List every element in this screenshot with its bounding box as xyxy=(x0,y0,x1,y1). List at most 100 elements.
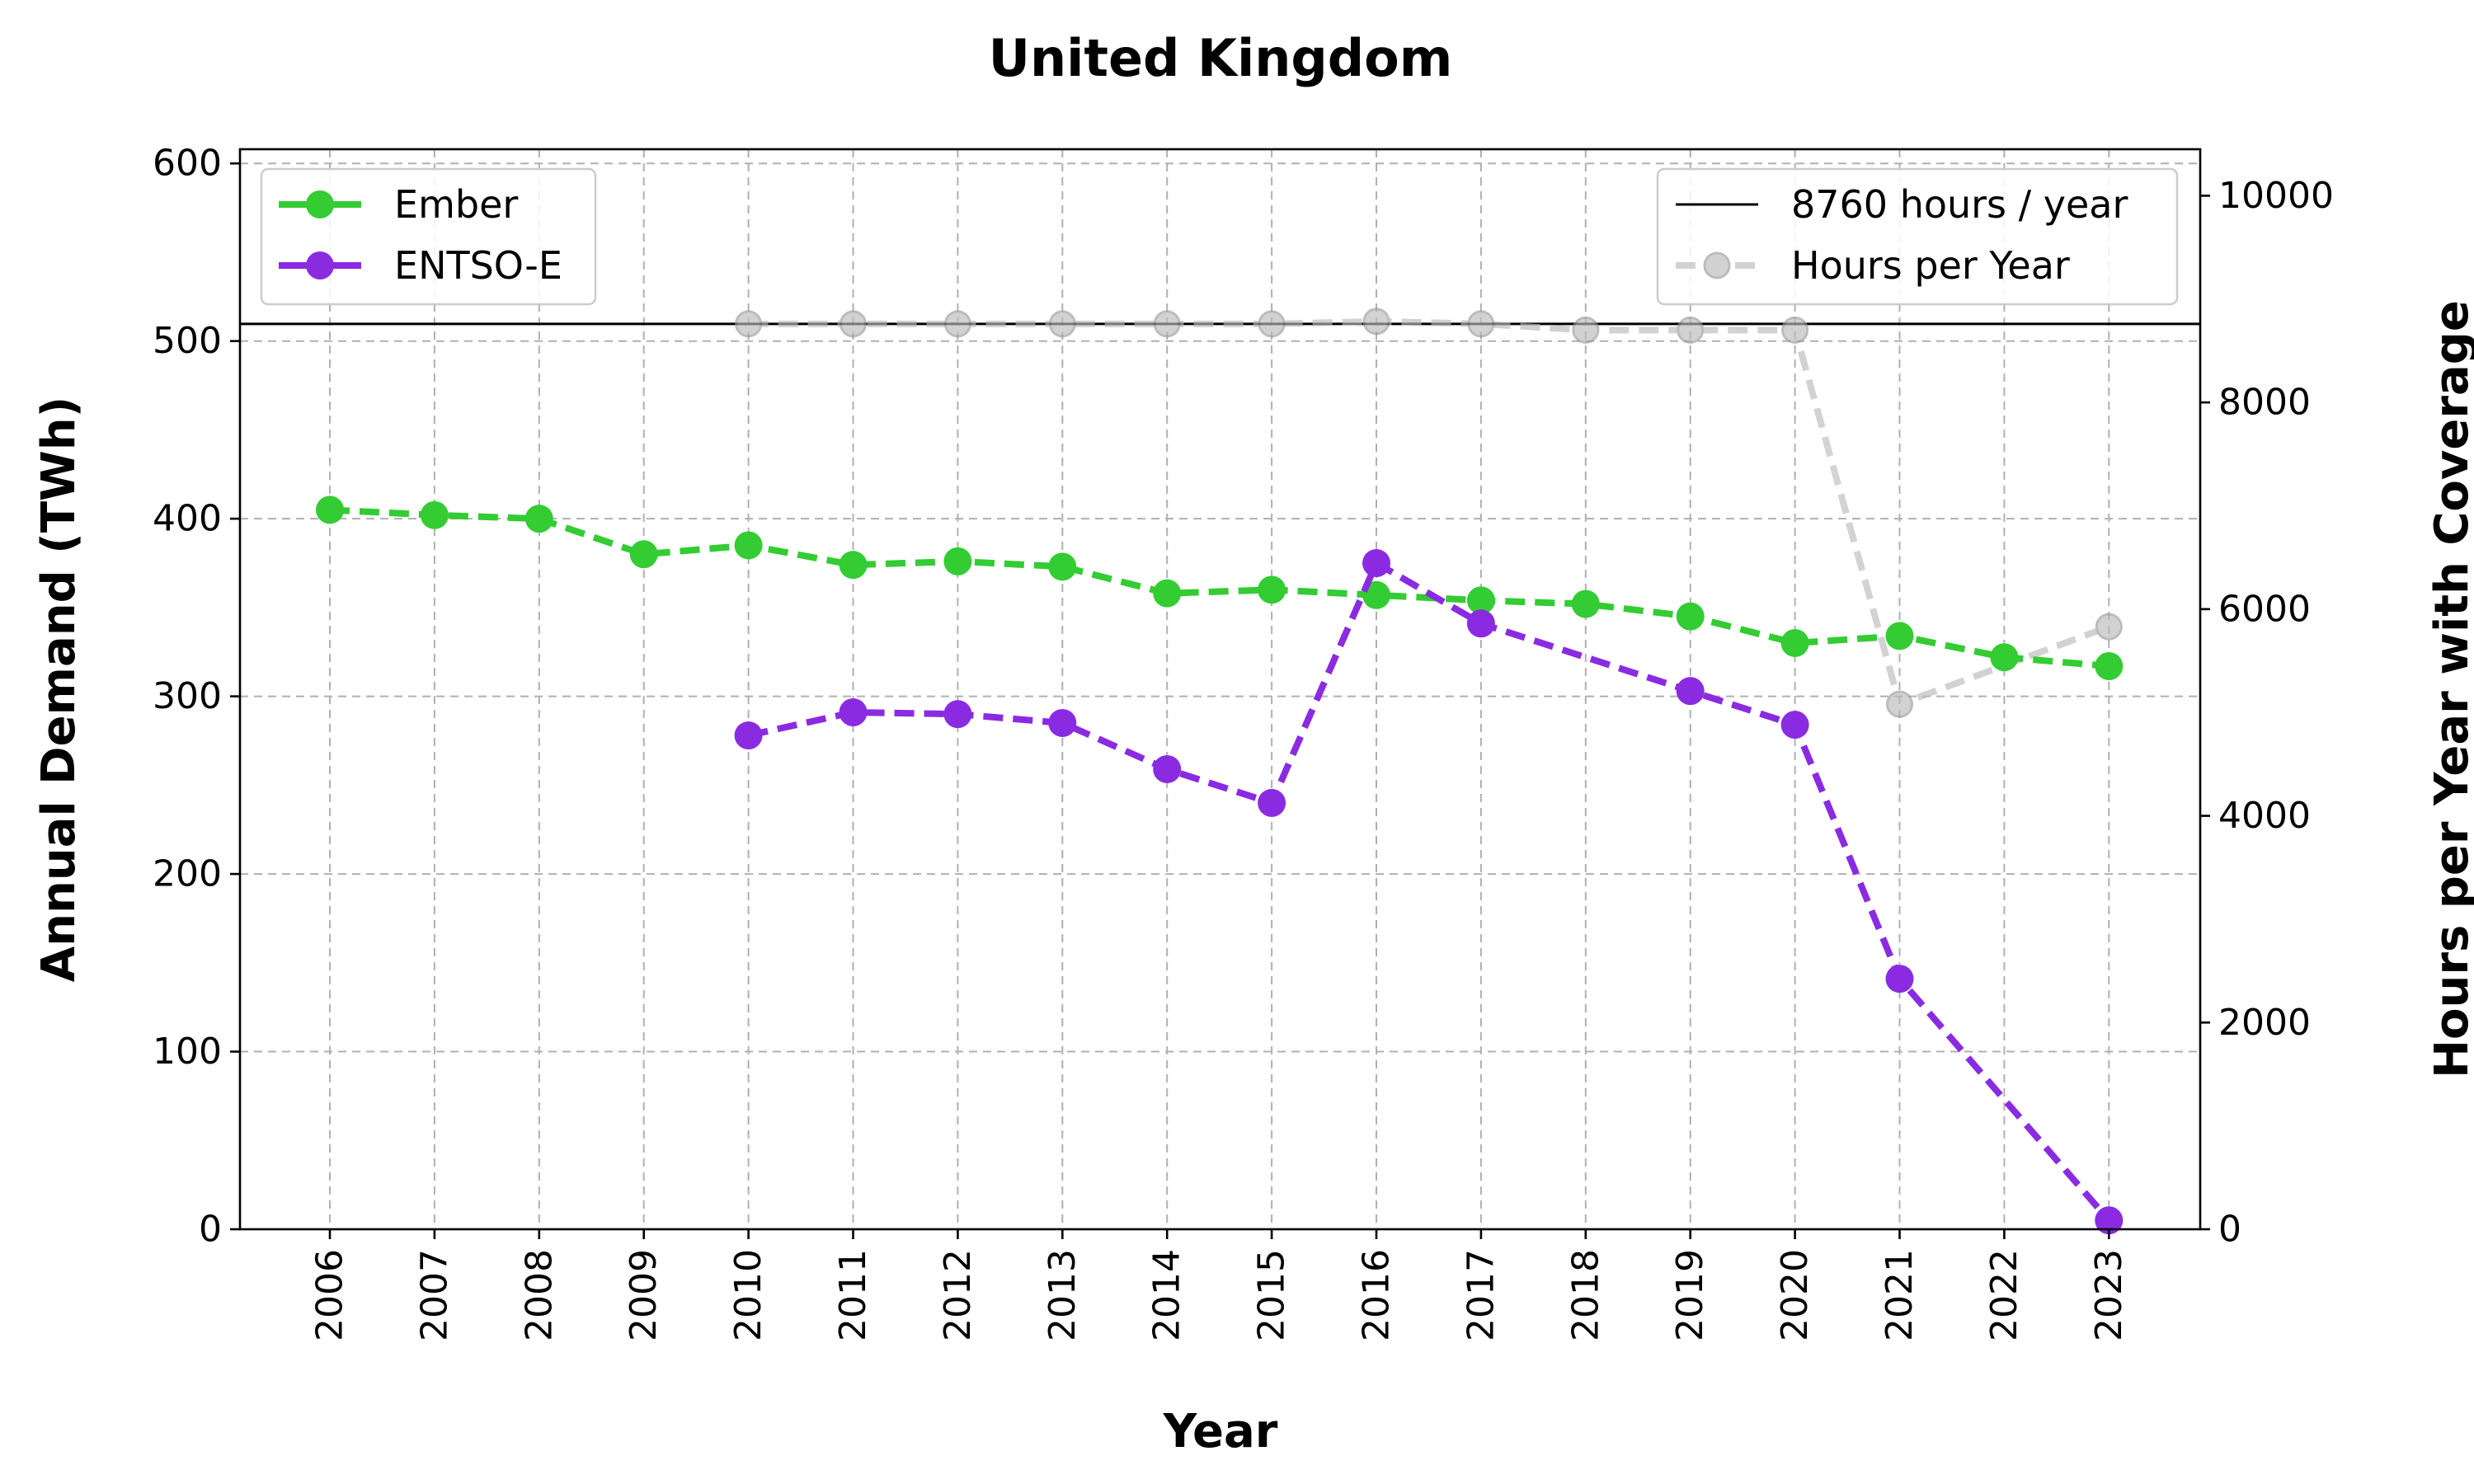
plot-frame xyxy=(238,148,2202,1231)
data-point xyxy=(1780,628,1809,657)
x-tick-label: 2017 xyxy=(1460,1249,1502,1341)
y2-tick-label: 6000 xyxy=(2218,588,2311,630)
y-axis-right: 0 2000 4000 6000 8000 10000 xyxy=(2200,175,2334,1251)
x-tick-label: 2018 xyxy=(1564,1249,1606,1341)
legend-label: Hours per Year xyxy=(1791,243,2070,288)
legend-symbol xyxy=(1676,251,1758,279)
legend-entry: Ember xyxy=(279,182,518,227)
data-point xyxy=(1258,788,1286,817)
data-point xyxy=(1362,549,1390,578)
y-tick-label: 300 xyxy=(153,675,222,717)
data-point xyxy=(1362,580,1390,609)
data-point xyxy=(1258,575,1286,604)
y-axis-left: 0 100 200 300 400 500 600 xyxy=(153,143,240,1251)
legend-left: Ember ENTSO-E xyxy=(260,167,597,306)
data-point xyxy=(1572,316,1600,344)
x-tick-label: 2009 xyxy=(623,1249,665,1341)
chart-title: United Kingdom xyxy=(989,28,1453,88)
legend-label: Ember xyxy=(394,182,518,227)
data-point xyxy=(1466,586,1495,615)
y-tick-label: 100 xyxy=(153,1031,222,1073)
legend-frame xyxy=(1656,167,2179,306)
series-layer xyxy=(316,308,2124,1235)
x-tick-label: 2016 xyxy=(1356,1249,1398,1341)
series-hours-per-year xyxy=(735,308,2123,718)
y-tick-label: 500 xyxy=(153,320,222,362)
data-point xyxy=(1885,622,1914,650)
data-point xyxy=(1886,690,1913,718)
series-line xyxy=(747,560,2112,1223)
legend-entry: ENTSO-E xyxy=(279,243,562,288)
x-tick-label: 2010 xyxy=(727,1249,769,1341)
x-tick-label: 2011 xyxy=(832,1249,874,1341)
x-tick-label: 2022 xyxy=(1983,1249,2025,1341)
legend-entry: Hours per Year xyxy=(1676,243,2070,288)
data-point xyxy=(1676,677,1705,706)
legend-label: ENTSO-E xyxy=(394,243,562,288)
y2-tick-label: 10000 xyxy=(2218,175,2334,217)
data-point xyxy=(1780,711,1809,740)
data-point xyxy=(1048,310,1076,338)
data-point xyxy=(2095,651,2124,680)
data-point xyxy=(943,310,971,338)
x-tick-label: 2015 xyxy=(1251,1249,1293,1341)
y2-axis-label: Hours per Year with Coverage xyxy=(2425,300,2474,1078)
legend-right: 8760 hours / year Hours per Year xyxy=(1656,167,2179,306)
x-tick-label: 2007 xyxy=(413,1249,455,1341)
x-axis-label: Year xyxy=(1163,1405,1278,1458)
data-point xyxy=(1990,643,2019,672)
x-tick-label: 2012 xyxy=(937,1249,979,1341)
series-ember xyxy=(316,495,2124,680)
legend-marker xyxy=(1703,251,1731,279)
data-point xyxy=(734,721,763,750)
y-tick-label: 600 xyxy=(153,143,222,185)
x-tick-label: 2006 xyxy=(309,1249,351,1341)
series-line xyxy=(329,506,2109,669)
data-point xyxy=(839,698,868,727)
y-tick-label: 0 xyxy=(199,1209,222,1251)
data-point xyxy=(839,551,868,580)
data-point xyxy=(1571,589,1600,618)
data-point xyxy=(1781,316,1809,344)
grid xyxy=(240,149,2200,1230)
x-tick-label: 2008 xyxy=(518,1249,560,1341)
data-point xyxy=(1467,310,1495,338)
data-point xyxy=(1466,609,1495,638)
data-point xyxy=(1153,754,1182,783)
x-tick-label: 2020 xyxy=(1774,1249,1816,1341)
data-point xyxy=(840,310,867,338)
data-point xyxy=(1885,965,1914,993)
x-tick-label: 2019 xyxy=(1669,1249,1711,1341)
legend-marker xyxy=(306,251,334,279)
x-tick-label: 2021 xyxy=(1879,1249,1921,1341)
y-axis-label: Annual Demand (TWh) xyxy=(32,397,86,983)
legend-label: 8760 hours / year xyxy=(1791,182,2128,227)
data-point xyxy=(2095,1206,2124,1235)
series-entso-e xyxy=(734,549,2124,1235)
y-tick-label: 200 xyxy=(153,853,222,895)
y2-tick-label: 4000 xyxy=(2218,795,2311,837)
data-point xyxy=(316,495,344,524)
data-point xyxy=(1153,579,1182,608)
data-point xyxy=(524,505,553,533)
data-point xyxy=(1258,310,1286,338)
data-point xyxy=(1048,552,1077,581)
legend-entry: 8760 hours / year xyxy=(1676,182,2128,227)
data-point xyxy=(734,531,763,560)
y2-tick-label: 0 xyxy=(2218,1209,2241,1251)
x-axis: 2006 2007 2008 2009 2010 2011 2012 2013 2014 2015… xyxy=(309,1229,2130,1341)
data-point xyxy=(1048,708,1077,737)
data-point xyxy=(1677,316,1705,344)
data-point xyxy=(1676,602,1705,631)
data-point xyxy=(1153,310,1181,338)
legend-marker xyxy=(306,190,334,218)
x-tick-label: 2014 xyxy=(1146,1249,1188,1341)
x-tick-label: 2013 xyxy=(1042,1249,1084,1341)
y-tick-label: 400 xyxy=(153,498,222,540)
data-point xyxy=(943,547,972,575)
y2-tick-label: 8000 xyxy=(2218,382,2311,424)
data-point xyxy=(420,500,449,529)
data-point xyxy=(735,310,763,338)
